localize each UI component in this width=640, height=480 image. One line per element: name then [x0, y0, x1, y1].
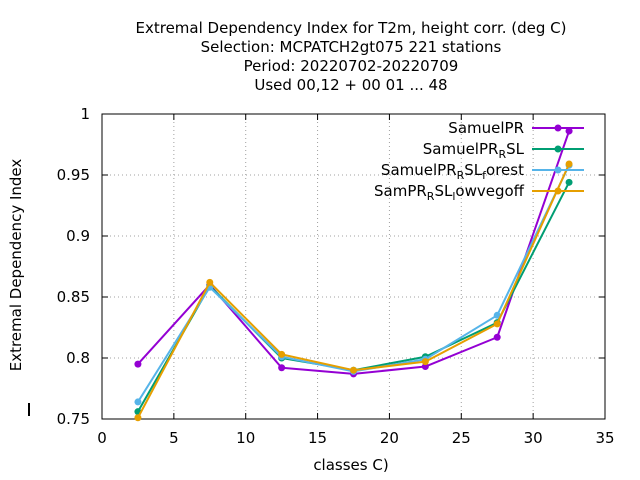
data-point — [493, 311, 501, 319]
x-tick-label: 5 — [169, 429, 179, 447]
legend-entry: SamuelPR — [448, 119, 584, 137]
grid-lines — [102, 114, 605, 419]
x-tick-label: 25 — [452, 429, 471, 447]
data-point — [134, 398, 142, 406]
chart-title: Extremal Dependency Index for T2m, heigh… — [136, 19, 567, 94]
data-point — [493, 320, 501, 328]
y-axis-label: Extremal Dependency Index — [7, 159, 25, 372]
legend-label: SamuelPRRSLforest — [381, 161, 524, 182]
legend-label: SamPRRSLlowvegoff — [374, 182, 525, 203]
x-tick-label: 30 — [524, 429, 543, 447]
data-point — [421, 358, 429, 366]
data-point — [565, 178, 573, 186]
y-tick-label: 0.8 — [66, 349, 90, 367]
legend-entry: SamuelPRRSL — [423, 140, 584, 161]
data-point — [134, 360, 142, 368]
y-tick-label: 0.85 — [57, 288, 90, 306]
legend-marker — [554, 145, 562, 153]
legend-marker — [554, 124, 562, 132]
x-tick-label: 15 — [308, 429, 327, 447]
data-point — [350, 366, 357, 374]
plot-frame — [101, 113, 606, 420]
data-point — [134, 414, 142, 422]
chart-title-line: Selection: MCPATCH2gt075 221 stations — [201, 38, 502, 56]
x-axis-ticks: 0 5 10 15 20 25 30 35 — [97, 114, 615, 447]
y-tick-label: 1 — [80, 105, 90, 123]
legend-entry: SamPRRSLlowvegoff — [374, 182, 584, 203]
x-tick-label: 10 — [236, 429, 255, 447]
y-tick-label: 0.9 — [66, 227, 90, 245]
series-3 — [134, 160, 573, 422]
data-series — [134, 127, 573, 422]
y-tick-label: 0.95 — [57, 166, 90, 184]
data-point — [278, 350, 286, 358]
x-axis-label: classes C) — [313, 456, 388, 474]
legend-marker — [554, 166, 562, 174]
data-point — [565, 127, 573, 135]
x-tick-label: 35 — [595, 429, 614, 447]
chart-title-line: Extremal Dependency Index for T2m, heigh… — [136, 19, 567, 37]
legend-marker — [554, 187, 562, 195]
x-tick-label: 20 — [380, 429, 399, 447]
chart-title-line: Used 00,12 + 00 01 ... 48 — [254, 76, 447, 94]
y-axis-ticks: 0.75 0.8 0.85 0.9 0.95 1 — [57, 105, 605, 428]
x-tick-label: 0 — [97, 429, 107, 447]
legend-label: SamuelPR — [448, 119, 524, 137]
series-line — [137, 164, 570, 403]
data-point — [278, 364, 286, 372]
legend-entry: SamuelPRRSLforest — [381, 161, 584, 182]
y-tick-label: 0.75 — [57, 410, 90, 428]
legend-label: SamuelPRRSL — [423, 140, 525, 161]
chart-title-line: Period: 20220702-20220709 — [244, 57, 459, 75]
data-point — [206, 278, 214, 286]
series-line — [137, 163, 570, 419]
data-point — [493, 333, 501, 341]
legend: SamuelPR SamuelPRRSLSamuelPRRSLforestSamP… — [374, 119, 584, 203]
data-point — [421, 363, 429, 371]
data-point — [565, 160, 573, 168]
